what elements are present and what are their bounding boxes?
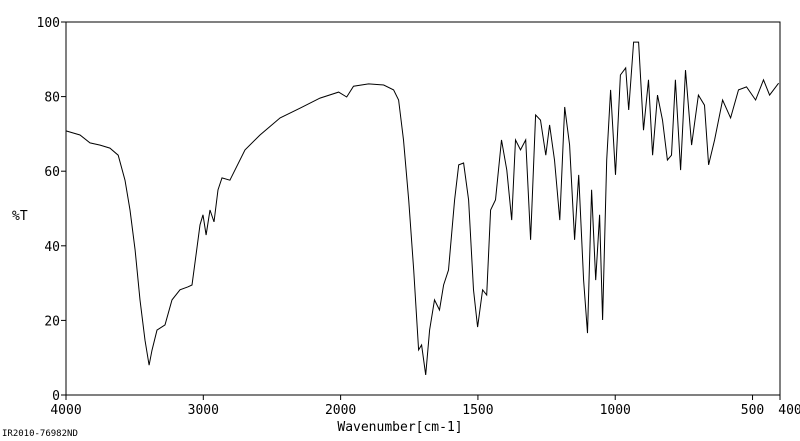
y-tick-label: 80 [44,91,60,106]
x-tick-label: 1000 [600,403,631,418]
y-tick-label: 100 [37,16,60,31]
y-tick-label: 20 [44,314,60,329]
footer: IR2010-76982ND [2,429,78,439]
x-tick-label: 3000 [188,403,219,418]
y-tick-label: 60 [44,165,60,180]
y-axis-label: %T [12,209,28,224]
x-tick-label: 4000 [50,403,81,418]
spectrum-line [65,41,779,375]
y-tick-label: 40 [44,240,60,255]
plot-frame [65,21,781,396]
y-tick-label: 0 [52,389,60,404]
x-axis-label: Wavenumber[cm-1] [337,420,462,435]
x-tick-label: 1500 [462,403,493,418]
x-tick-label: 2000 [325,403,356,418]
x-tick-label: 500 [741,403,764,418]
x-tick-label: 400 [778,403,800,418]
